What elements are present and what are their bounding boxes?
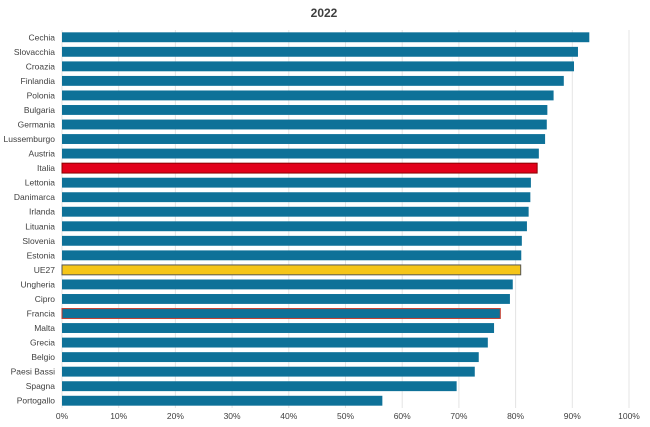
x-tick-label: 100% (618, 411, 640, 421)
bar (62, 323, 495, 333)
category-label: Irlanda (29, 207, 55, 217)
bar (62, 352, 479, 363)
category-label: Ungheria (21, 279, 56, 289)
category-label: Austria (29, 149, 56, 159)
category-label: Germania (18, 120, 56, 130)
bar (62, 119, 547, 130)
x-tick-label: 0% (56, 411, 69, 421)
x-tick-label: 30% (224, 411, 241, 421)
category-label: Croazia (26, 61, 56, 71)
bar (62, 177, 531, 188)
category-label: Spagna (26, 381, 56, 391)
category-label: Cechia (29, 32, 56, 42)
bar (62, 381, 457, 392)
x-tick-label: 40% (280, 411, 297, 421)
category-label: Estonia (27, 250, 56, 260)
category-label: Italia (37, 163, 55, 173)
bar (61, 308, 501, 319)
category-label: Cipro (35, 294, 56, 304)
bar (62, 221, 527, 232)
bar (62, 395, 383, 406)
category-label: Danimarca (14, 192, 55, 202)
category-label: Finlandia (21, 76, 56, 86)
x-axis-ticks: 0% 10% 20% 30% 40% 50% 60% 70% 80% 90% 100% (56, 411, 640, 421)
category-labels: Cechia Slovacchia Croazia Finlandia Polonia B… (3, 32, 55, 405)
bar (62, 32, 590, 43)
bar (62, 337, 488, 348)
bar (61, 264, 522, 276)
bar (62, 250, 522, 261)
bar (62, 134, 546, 144)
bar (62, 235, 522, 246)
category-label: Polonia (27, 90, 56, 100)
x-tick-label: 80% (507, 411, 524, 421)
bar (62, 206, 529, 217)
x-tick-label: 90% (564, 411, 581, 421)
category-label: Paesi Bassi (11, 367, 56, 377)
bar (62, 366, 475, 377)
bar (62, 75, 564, 86)
bar (61, 162, 538, 174)
category-label: Portogallo (17, 396, 56, 406)
category-label: UE27 (34, 265, 56, 275)
gridlines (61, 30, 630, 408)
chart-title: 2022 (311, 6, 338, 20)
x-tick-label: 50% (337, 411, 354, 421)
x-tick-label: 20% (167, 411, 184, 421)
bar (62, 148, 539, 159)
bar (62, 46, 578, 57)
bar (62, 61, 575, 72)
bar (62, 192, 531, 203)
x-tick-label: 60% (394, 411, 411, 421)
bar (62, 105, 548, 115)
category-label: Malta (34, 323, 55, 333)
category-label: Bulgaria (24, 105, 55, 115)
category-label: Slovacchia (14, 47, 55, 57)
bar (62, 294, 510, 304)
bar (62, 279, 513, 290)
x-tick-label: 10% (110, 411, 127, 421)
category-label: Grecia (30, 338, 55, 348)
bar (62, 90, 554, 101)
category-label: Lussemburgo (3, 134, 55, 144)
category-label: Lettonia (25, 178, 56, 188)
category-label: Francia (27, 309, 56, 319)
category-label: Belgio (31, 352, 55, 362)
bars (61, 32, 590, 406)
category-label: Slovenia (22, 236, 55, 246)
x-tick-label: 70% (450, 411, 467, 421)
category-label: Lituania (25, 221, 55, 231)
